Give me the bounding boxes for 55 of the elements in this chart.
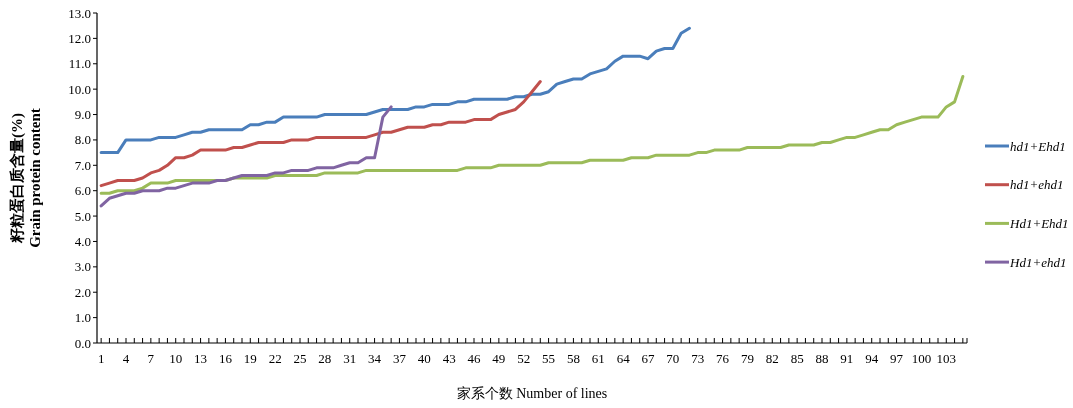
x-axis-title: 家系个数 Number of lines [456, 386, 608, 401]
y-tick-label: 12.0 [68, 30, 91, 46]
y-tick-label: 13.0 [68, 5, 91, 21]
x-tick-label: 67 [641, 351, 655, 366]
legend-label: Hd1+Ehd1 [1009, 215, 1069, 231]
x-tick-label: 58 [566, 351, 580, 366]
x-tick-label: 79 [740, 351, 754, 366]
y-tick-label: 2.0 [74, 284, 91, 300]
x-tick-label: 85 [790, 351, 804, 366]
x-tick-label: 7 [147, 351, 155, 366]
x-tick-label: 82 [765, 351, 779, 366]
x-tick-label: 55 [542, 351, 556, 366]
x-tick-label: 31 [343, 351, 357, 366]
x-tick-label: 1 [97, 351, 105, 366]
x-tick-label: 13 [194, 351, 208, 366]
y-tick-label: 3.0 [74, 259, 91, 275]
y-tick-label: 10.0 [68, 81, 91, 97]
y-tick-label: 7.0 [74, 157, 91, 173]
x-tick-label: 22 [268, 351, 282, 366]
x-tick-label: 37 [392, 351, 407, 366]
x-tick-label: 70 [666, 351, 680, 366]
x-tick-label: 43 [442, 351, 456, 366]
x-tick-label: 10 [169, 351, 183, 366]
y-tick-label: 4.0 [74, 233, 91, 249]
y-tick-label: 1.0 [74, 310, 91, 326]
x-tick-label: 28 [318, 351, 332, 366]
x-tick-label: 19 [243, 351, 257, 366]
x-tick-label: 76 [716, 351, 730, 366]
x-tick-label: 97 [890, 351, 904, 366]
x-tick-label: 91 [840, 351, 854, 366]
y-tick-label: 5.0 [74, 208, 91, 224]
x-tick-label: 64 [616, 351, 631, 366]
y-tick-label: 6.0 [74, 183, 91, 199]
x-tick-label: 100 [911, 351, 932, 366]
x-tick-label: 52 [517, 351, 531, 366]
x-tick-label: 34 [368, 351, 382, 366]
legend-label: hd1+ehd1 [1010, 177, 1064, 193]
legend-label: Hd1+ehd1 [1009, 254, 1067, 270]
x-tick-label: 16 [218, 351, 233, 366]
y-tick-label: 11.0 [68, 56, 91, 72]
x-tick-label: 73 [691, 351, 705, 366]
y-tick-label: 9.0 [74, 107, 91, 123]
y-tick-label: 8.0 [74, 132, 91, 148]
x-tick-label: 40 [417, 351, 431, 366]
x-tick-label: 46 [467, 351, 481, 366]
x-tick-label: 94 [865, 351, 879, 366]
y-tick-label: 0.0 [74, 335, 91, 351]
y-axis-title: 籽粒蛋白质含量(%) Grain protein content [9, 108, 43, 248]
x-tick-label: 61 [591, 351, 605, 366]
x-tick-label: 25 [293, 351, 307, 366]
x-tick-label: 103 [936, 351, 957, 366]
x-tick-label: 49 [492, 351, 506, 366]
x-tick-label: 88 [815, 351, 829, 366]
legend-label: hd1+Ehd1 [1010, 138, 1066, 154]
x-tick-label: 4 [122, 351, 130, 366]
